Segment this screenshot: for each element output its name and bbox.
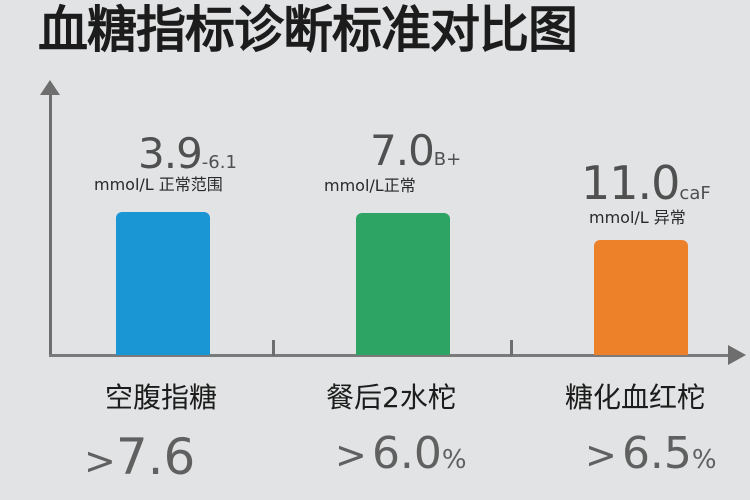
x-axis-tick <box>510 340 513 356</box>
threshold-number: 6.0 <box>371 428 442 479</box>
x-axis <box>49 354 735 357</box>
threshold-suffix: % <box>691 445 717 475</box>
category-label: 空腹指糖 <box>105 381 218 414</box>
bar-value-label: 3.9-6.1 <box>138 133 237 175</box>
bar-unit-label: mmol/L正常 <box>324 176 416 195</box>
chart-title: 血糖指标诊断标准对比图 <box>38 1 578 59</box>
bar-postmeal-glucose <box>356 213 450 355</box>
y-axis <box>49 86 52 355</box>
threshold-prefix: > <box>335 433 367 477</box>
threshold-value: >7.6 <box>84 432 195 482</box>
category-label: 餐后2水柁 <box>326 381 456 414</box>
category-label: 糖化血红柁 <box>565 381 706 414</box>
bar-value-suffix: caF <box>679 183 711 204</box>
threshold-prefix: > <box>84 439 116 483</box>
bar-hba1c <box>594 240 688 355</box>
x-axis-tick <box>272 340 275 356</box>
bar-fasting-glucose <box>116 212 210 355</box>
bar-unit-label: mmol/L 正常范围 <box>94 175 223 194</box>
bar-value-suffix: B+ <box>433 149 462 170</box>
bar-unit-label: mmol/L 异常 <box>589 208 686 227</box>
bar-value-main: 7.0 <box>370 126 435 175</box>
threshold-number: 7.6 <box>115 428 196 486</box>
threshold-suffix: % <box>441 445 467 475</box>
threshold-value: > 6.0% <box>335 432 467 476</box>
x-axis-arrow-icon <box>728 345 746 365</box>
threshold-number: 6.5 <box>621 428 692 479</box>
threshold-value: > 6.5% <box>585 432 717 476</box>
bar-value-label: 11.0caF <box>581 160 711 206</box>
bar-value-suffix: -6.1 <box>201 152 237 173</box>
bar-value-main: 3.9 <box>138 129 203 178</box>
threshold-prefix: > <box>585 433 617 477</box>
bar-value-main: 11.0 <box>581 156 680 210</box>
bar-value-label: 7.0B+ <box>370 130 461 172</box>
